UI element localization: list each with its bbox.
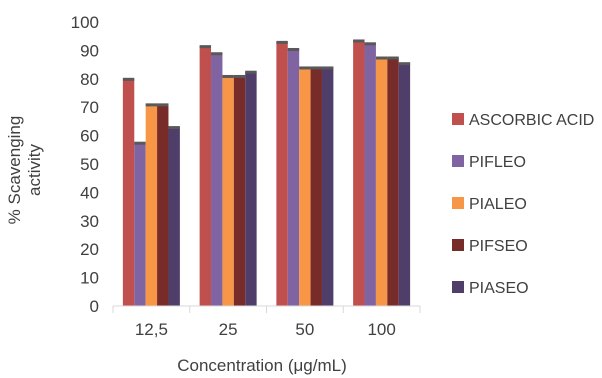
legend: ASCORBIC ACID PIFLEO PIALEO PIFSEO PIASEO (452, 112, 594, 297)
y-axis-label-line-2: activity (25, 144, 44, 196)
bar (222, 75, 234, 307)
bar (122, 78, 135, 306)
legend-item: ASCORBIC ACID (452, 112, 594, 129)
y-tick-label: 70 (80, 98, 99, 117)
legend-swatch (452, 281, 464, 293)
legend-item: PIFLEO (452, 154, 526, 171)
bar (353, 40, 365, 307)
bar (168, 127, 180, 306)
y-tick-label: 10 (80, 269, 99, 288)
legend-label: PIFLEO (469, 154, 526, 171)
x-axis-label: Concentration (μg/mL) (177, 356, 346, 375)
bar-cap (364, 42, 376, 46)
y-axis-label: % Scavenging activity (5, 116, 44, 225)
legend-item: PIALEO (452, 196, 527, 213)
bar-cap (168, 126, 180, 130)
bars (122, 39, 411, 307)
bar-cap (245, 70, 257, 74)
y-tick-label: 60 (80, 127, 99, 146)
legend-label: PIALEO (469, 196, 527, 213)
y-axis-ticks: 0 10 20 30 40 50 60 70 80 90 100 (71, 13, 99, 316)
legend-label: ASCORBIC ACID (469, 112, 594, 129)
x-tick-label: 50 (295, 320, 314, 339)
bar-cap (233, 74, 246, 78)
bar (364, 43, 376, 307)
bar-cap (145, 103, 158, 107)
bar (233, 75, 246, 307)
legend-swatch (452, 113, 464, 125)
bar-cap (122, 77, 135, 81)
bar-cap (211, 52, 223, 56)
bar-cap (222, 74, 234, 78)
bar (276, 41, 288, 306)
y-tick-label: 50 (80, 155, 99, 174)
bar (398, 63, 411, 307)
legend-swatch (452, 197, 464, 209)
legend-item: PIASEO (452, 280, 529, 297)
bar-cap (276, 40, 288, 44)
bar-cap (321, 66, 334, 70)
y-tick-label: 90 (80, 41, 99, 60)
y-tick-label: 100 (71, 13, 99, 32)
y-tick-label: 30 (80, 212, 99, 231)
bar-cap (387, 56, 399, 60)
legend-label: PIFSEO (469, 238, 528, 255)
bar (387, 57, 399, 306)
bar (375, 57, 388, 306)
bar-cap (353, 39, 365, 43)
y-tick-label: 40 (80, 183, 99, 202)
y-axis-label-line-1: % Scavenging (5, 116, 24, 225)
x-tick-label: 25 (219, 320, 238, 339)
legend-label: PIASEO (469, 280, 529, 297)
legend-item: PIFSEO (452, 238, 528, 255)
legend-swatch (452, 239, 464, 251)
x-tick-label: 12,5 (135, 320, 168, 339)
bar (321, 67, 334, 306)
y-tick-label: 0 (90, 297, 99, 316)
bar-cap (134, 141, 146, 145)
bar (245, 71, 257, 306)
bar (299, 67, 311, 306)
y-tick-label: 80 (80, 70, 99, 89)
bar (211, 53, 223, 306)
bar-cap (310, 66, 322, 70)
bar (199, 46, 212, 306)
bar-cap (157, 103, 169, 107)
x-tick-label: 100 (367, 320, 395, 339)
legend-swatch (452, 155, 464, 167)
bar (310, 67, 322, 306)
x-axis-ticks: 12,5 25 50 100 (112, 306, 421, 339)
bar (157, 104, 169, 306)
bar-cap (199, 45, 212, 49)
bar-cap (299, 66, 311, 70)
y-tick-label: 20 (80, 240, 99, 259)
bar (134, 142, 146, 306)
bar-cap (398, 62, 411, 66)
bar-cap (287, 47, 300, 51)
bar (145, 104, 158, 306)
bar-cap (375, 56, 388, 60)
bar (287, 48, 300, 306)
